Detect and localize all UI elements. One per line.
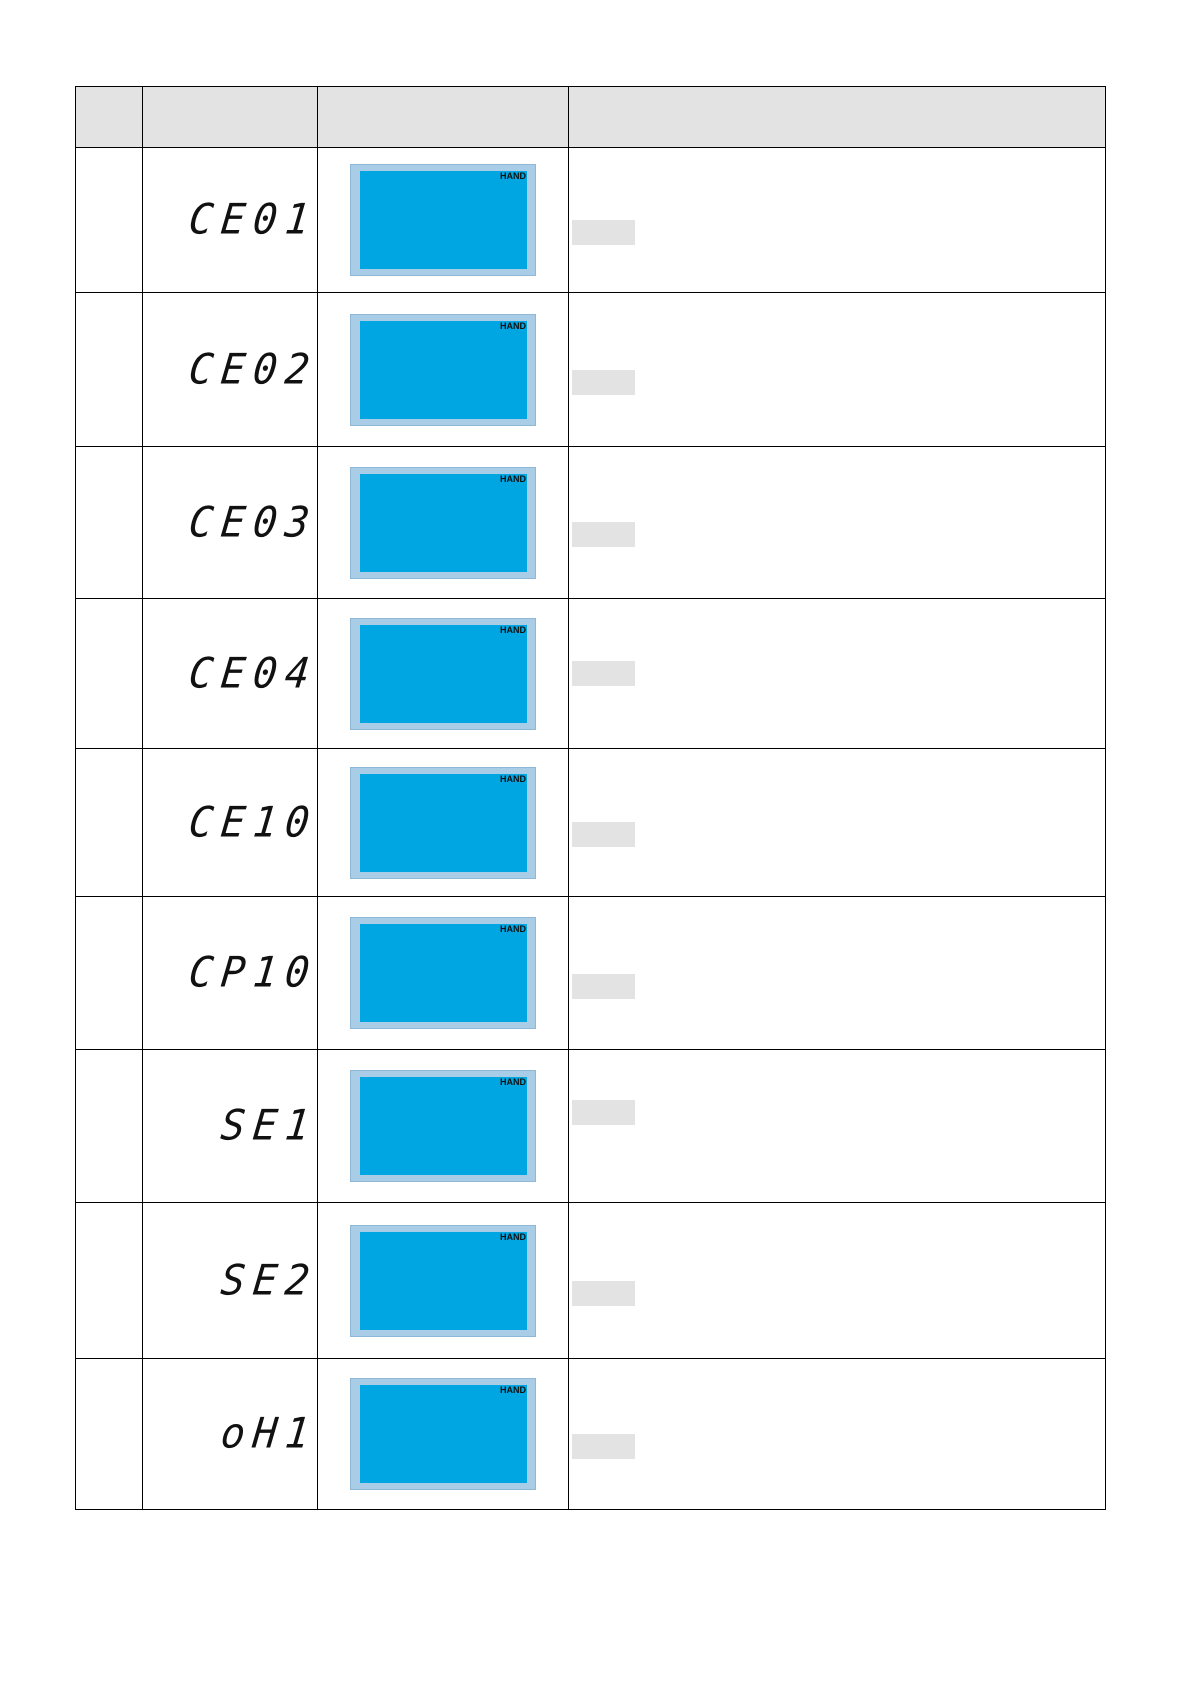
lcd-keypad-image: HAND <box>350 164 536 276</box>
hand-label: HAND <box>500 1385 526 1395</box>
lcd-keypad-image: HAND <box>350 617 536 730</box>
fault-code-display: CP10 <box>186 948 320 998</box>
placeholder-marker <box>572 370 635 395</box>
description-cell <box>568 748 1106 897</box>
placeholder-marker <box>572 1281 635 1306</box>
description-cell <box>568 1358 1106 1510</box>
lcd-screen <box>360 773 527 872</box>
fault-code-display: SE2 <box>218 1256 320 1305</box>
lcd-keypad-image: HAND <box>350 1224 536 1337</box>
lcd-cell: HAND <box>317 896 569 1050</box>
placeholder-marker <box>572 974 635 999</box>
hand-label: HAND <box>500 1077 526 1087</box>
code-cell: CE10 <box>142 748 320 897</box>
description-cell <box>568 446 1106 599</box>
lcd-screen <box>360 1077 527 1175</box>
lcd-screen <box>360 171 527 269</box>
hand-label: HAND <box>500 171 526 181</box>
table-row: SE1 HAND <box>75 1049 1106 1203</box>
fault-code-display: CE04 <box>186 649 320 698</box>
lcd-screen <box>360 624 527 723</box>
hand-label: HAND <box>500 1231 526 1242</box>
code-cell: CE04 <box>142 598 320 749</box>
table-header-row <box>75 86 1106 148</box>
row-number-cell <box>75 896 143 1050</box>
lcd-keypad-image: HAND <box>350 313 536 426</box>
description-cell <box>568 292 1106 447</box>
code-cell: CE01 <box>142 147 320 293</box>
row-number-cell <box>75 292 143 447</box>
lcd-keypad-image: HAND <box>350 766 536 879</box>
lcd-screen <box>360 1385 527 1483</box>
header-display <box>142 86 318 148</box>
lcd-cell: HAND <box>317 598 569 749</box>
placeholder-marker <box>572 661 635 686</box>
lcd-cell: HAND <box>317 1358 569 1510</box>
fault-code-display: CE10 <box>186 798 320 847</box>
hand-label: HAND <box>500 924 526 934</box>
placeholder-marker <box>572 822 635 847</box>
row-number-cell <box>75 748 143 897</box>
row-number-cell <box>75 446 143 599</box>
lcd-cell: HAND <box>317 147 569 293</box>
lcd-cell: HAND <box>317 292 569 447</box>
code-cell: CE02 <box>142 292 320 447</box>
fault-code-display: CE02 <box>186 345 320 394</box>
hand-label: HAND <box>500 624 526 635</box>
lcd-cell: HAND <box>317 1202 569 1359</box>
fault-code-display: SE1 <box>218 1101 320 1151</box>
fault-code-display: CE01 <box>186 195 320 245</box>
description-cell <box>568 147 1106 293</box>
placeholder-marker <box>572 1434 635 1459</box>
description-cell <box>568 896 1106 1050</box>
description-cell <box>568 1049 1106 1203</box>
row-number-cell <box>75 598 143 749</box>
fault-code-display: oH1 <box>218 1409 320 1459</box>
lcd-screen <box>360 1231 527 1330</box>
table-row: CE01 HAND <box>75 147 1106 293</box>
lcd-keypad-image: HAND <box>350 1070 536 1182</box>
placeholder-marker <box>572 522 635 547</box>
code-cell: CE03 <box>142 446 320 599</box>
code-cell: SE2 <box>142 1202 320 1359</box>
row-number-cell <box>75 1202 143 1359</box>
placeholder-marker <box>572 220 635 245</box>
table-row: CE02 HAND <box>75 292 1106 447</box>
lcd-keypad-image: HAND <box>350 466 536 579</box>
code-cell: SE1 <box>142 1049 320 1203</box>
lcd-keypad-image: HAND <box>350 1378 536 1490</box>
table-row: CE03 HAND <box>75 446 1106 599</box>
lcd-keypad-image: HAND <box>350 917 536 1029</box>
header-description <box>568 86 1106 148</box>
row-number-cell <box>75 1049 143 1203</box>
row-number-cell <box>75 147 143 293</box>
fault-code-display: CE03 <box>186 498 320 547</box>
lcd-screen <box>360 924 527 1022</box>
table-row: SE2 HAND <box>75 1202 1106 1359</box>
code-cell: CP10 <box>142 896 320 1050</box>
fault-code-table: CE01 HAND CE02 HAND CE03 HAND CE04 HAND … <box>75 86 1106 1510</box>
lcd-screen <box>360 473 527 572</box>
row-number-cell <box>75 1358 143 1510</box>
description-cell <box>568 598 1106 749</box>
lcd-cell: HAND <box>317 1049 569 1203</box>
lcd-screen <box>360 320 527 419</box>
hand-label: HAND <box>500 320 526 331</box>
hand-label: HAND <box>500 473 526 484</box>
hand-label: HAND <box>500 773 526 784</box>
table-row: oH1 HAND <box>75 1358 1106 1510</box>
code-cell: oH1 <box>142 1358 320 1510</box>
lcd-cell: HAND <box>317 748 569 897</box>
table-row: CE04 HAND <box>75 598 1106 749</box>
header-lcd <box>317 86 569 148</box>
table-row: CP10 HAND <box>75 896 1106 1050</box>
placeholder-marker <box>572 1100 635 1125</box>
description-cell <box>568 1202 1106 1359</box>
header-no <box>75 86 143 148</box>
lcd-cell: HAND <box>317 446 569 599</box>
table-row: CE10 HAND <box>75 748 1106 897</box>
